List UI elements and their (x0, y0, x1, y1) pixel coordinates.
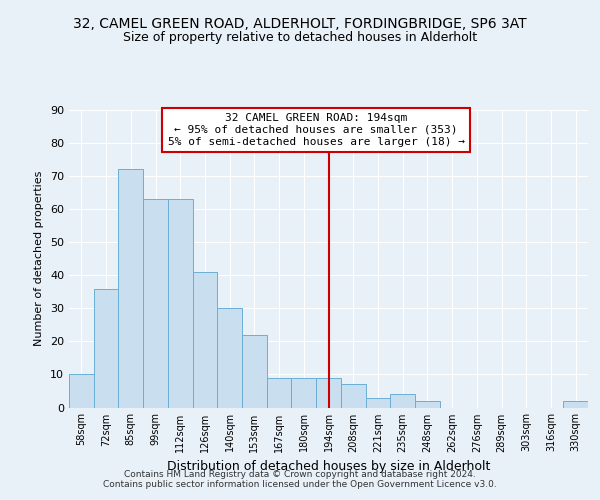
Text: 32, CAMEL GREEN ROAD, ALDERHOLT, FORDINGBRIDGE, SP6 3AT: 32, CAMEL GREEN ROAD, ALDERHOLT, FORDING… (73, 18, 527, 32)
Bar (267, 378, 292, 408)
Bar (118, 170, 143, 408)
Bar (341, 384, 365, 407)
Bar (415, 401, 440, 407)
Bar (217, 308, 242, 408)
Bar (292, 378, 316, 408)
Bar (168, 199, 193, 408)
Bar (143, 199, 168, 408)
Bar (316, 378, 341, 408)
Bar (390, 394, 415, 407)
Bar (365, 398, 390, 407)
Text: 32 CAMEL GREEN ROAD: 194sqm
← 95% of detached houses are smaller (353)
5% of sem: 32 CAMEL GREEN ROAD: 194sqm ← 95% of det… (167, 114, 464, 146)
Text: Contains public sector information licensed under the Open Government Licence v3: Contains public sector information licen… (103, 480, 497, 489)
Bar (193, 272, 217, 407)
Text: Contains HM Land Registry data © Crown copyright and database right 2024.: Contains HM Land Registry data © Crown c… (124, 470, 476, 479)
Bar (94, 288, 118, 408)
Bar (69, 374, 94, 408)
Y-axis label: Number of detached properties: Number of detached properties (34, 171, 44, 346)
Bar (563, 401, 588, 407)
Bar (242, 335, 267, 407)
X-axis label: Distribution of detached houses by size in Alderholt: Distribution of detached houses by size … (167, 460, 490, 473)
Text: Size of property relative to detached houses in Alderholt: Size of property relative to detached ho… (123, 31, 477, 44)
